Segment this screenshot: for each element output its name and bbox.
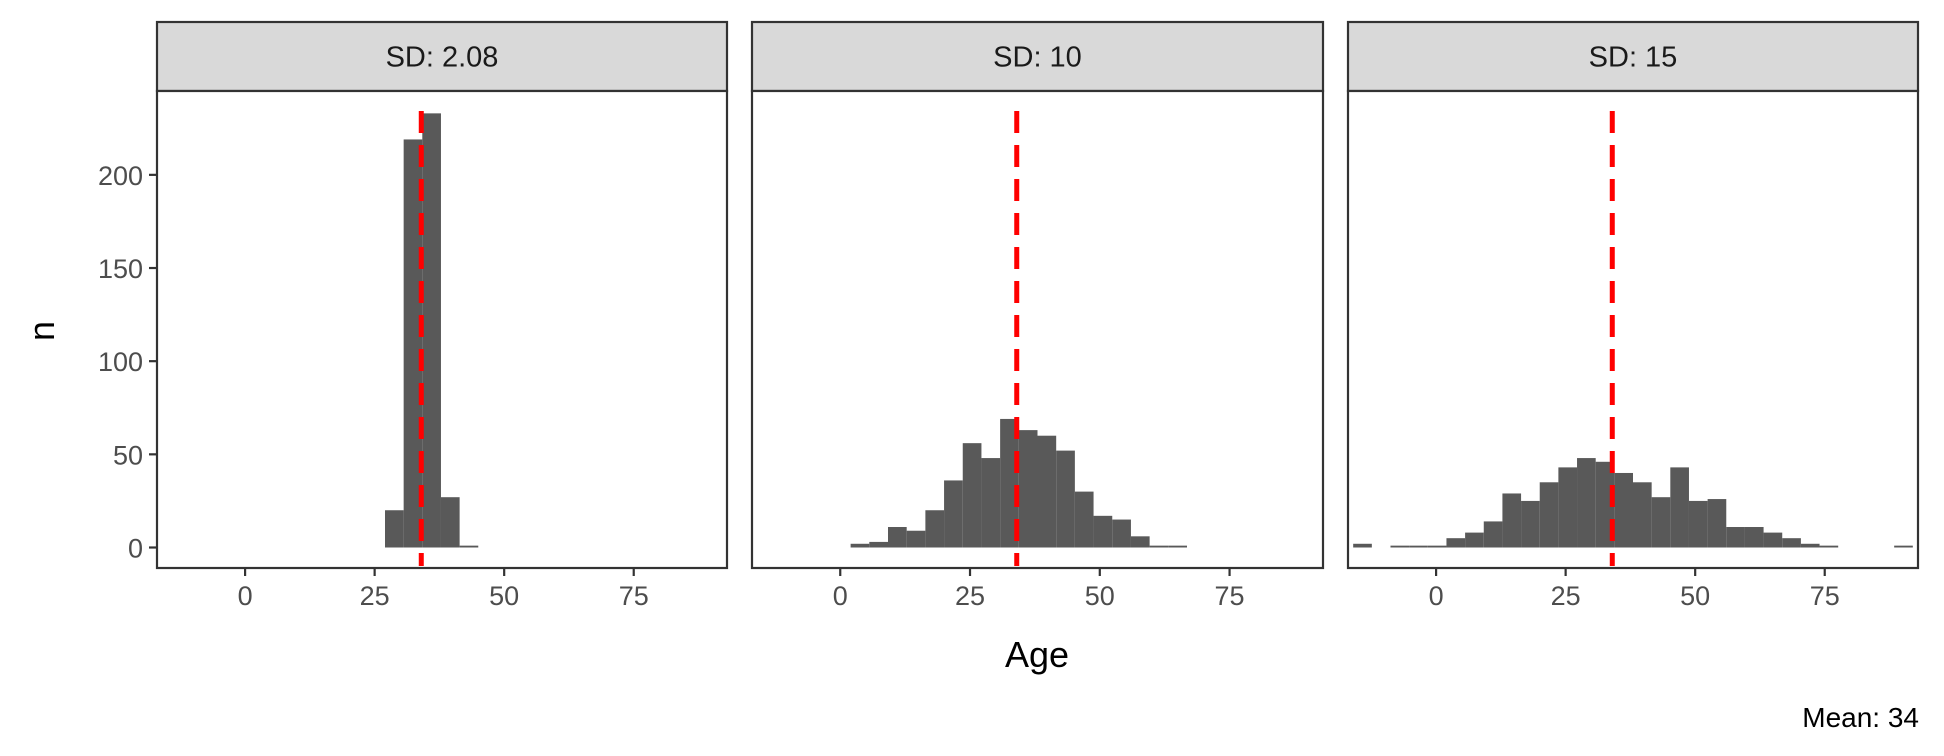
histogram-bar (850, 543, 870, 548)
histogram-bar (1819, 545, 1839, 548)
histogram-bar (1093, 515, 1113, 548)
x-tick-label: 50 (489, 581, 519, 611)
x-tick-label: 50 (1680, 581, 1710, 611)
histogram-bar (962, 443, 982, 548)
x-tick-label: 25 (360, 581, 390, 611)
histogram-bar (1483, 521, 1503, 548)
histogram-bar (403, 139, 423, 548)
histogram-bar (1539, 482, 1559, 548)
facet-strip-label: SD: 15 (1589, 42, 1678, 74)
panel-background (157, 91, 727, 568)
x-axis: 0 25 50 75 (833, 568, 1245, 611)
y-axis: 0 50 100 150 200 (98, 161, 157, 564)
histogram-bar (906, 530, 926, 548)
facets-layer: SD: 2.08 0 25 50 75 SD: 10 0 25 50 75 SD: 15 0 25 50 7… (155, 20, 1920, 611)
histogram-bar (1168, 545, 1187, 548)
histogram-bar (1409, 545, 1428, 548)
histogram-bar (385, 510, 404, 548)
facet-strip (155, 20, 729, 93)
x-axis: 0 25 50 75 (1429, 568, 1840, 611)
histogram-bar (925, 510, 945, 548)
histogram-bar (1744, 527, 1764, 548)
facet-strip-label: SD: 10 (993, 42, 1082, 74)
histogram-bars (1353, 458, 1913, 548)
histogram-bar (1000, 418, 1019, 548)
histogram-bar (1763, 532, 1783, 548)
histogram-bar (1782, 538, 1801, 548)
histogram-bar (1577, 458, 1596, 548)
facet-strip-label: SD: 2.08 (386, 42, 499, 74)
histogram-bar (869, 541, 889, 548)
histogram-bar (1427, 545, 1447, 548)
chart-caption: Mean: 34 (1802, 702, 1919, 733)
histogram-bar (1353, 543, 1372, 548)
x-axis-title: Age (1005, 634, 1069, 675)
histogram-bar (1149, 545, 1169, 548)
histogram-bar (1446, 538, 1466, 548)
x-tick-label: 25 (955, 581, 985, 611)
x-tick-label: 0 (238, 581, 253, 611)
histogram-bar (1633, 482, 1652, 548)
histogram-bar (1018, 430, 1038, 548)
histogram-bar (1894, 545, 1913, 548)
facet-strip (1346, 20, 1920, 93)
panel-border (750, 89, 1325, 570)
x-tick-label: 25 (1551, 581, 1581, 611)
histogram-bar (1800, 543, 1820, 548)
histogram-bar (440, 497, 460, 548)
histogram-bar (888, 527, 907, 548)
histogram-bar (1726, 527, 1745, 548)
y-tick-label: 0 (128, 534, 143, 564)
histogram-bar (1465, 532, 1484, 548)
histogram-bar (1614, 472, 1633, 548)
facet-panel-3: SD: 15 0 25 50 75 (1346, 20, 1920, 611)
y-tick-label: 50 (113, 440, 143, 470)
histogram-bar (1521, 500, 1540, 548)
panel-border (1346, 89, 1920, 570)
histogram-bars (385, 113, 479, 548)
x-tick-label: 50 (1085, 581, 1115, 611)
histogram-bar (1130, 536, 1150, 548)
y-tick-label: 150 (98, 254, 143, 284)
histogram-bar (1056, 450, 1075, 548)
histogram-bar (1688, 500, 1708, 548)
histogram-bar (1670, 467, 1689, 548)
x-tick-label: 0 (833, 581, 848, 611)
x-tick-label: 75 (1215, 581, 1245, 611)
x-axis: 0 25 50 75 (238, 568, 649, 611)
histogram-bar (1558, 467, 1578, 548)
facet-panel-2: SD: 10 0 25 50 75 (750, 20, 1325, 611)
histogram-bar (1074, 491, 1094, 548)
y-tick-label: 100 (98, 347, 143, 377)
histogram-bar (1502, 493, 1522, 548)
histogram-bars (850, 418, 1187, 548)
histogram-bar (1037, 435, 1057, 548)
x-tick-label: 0 (1429, 581, 1444, 611)
histogram-bar (1707, 499, 1727, 548)
histogram-bar (1595, 461, 1615, 548)
x-tick-label: 75 (1810, 581, 1840, 611)
histogram-bar (981, 458, 1001, 548)
y-axis-title: n (21, 321, 62, 341)
panel-border (155, 89, 729, 570)
histogram-bar (1112, 519, 1131, 548)
histogram-bar (1651, 497, 1671, 548)
facet-panel-1: SD: 2.08 0 25 50 75 (155, 20, 729, 611)
y-tick-label: 200 (98, 161, 143, 191)
x-tick-label: 75 (619, 581, 649, 611)
histogram-bar (1390, 545, 1410, 548)
histogram-bar (459, 545, 479, 548)
histogram-bar (422, 113, 441, 548)
histogram-bar (944, 480, 963, 548)
